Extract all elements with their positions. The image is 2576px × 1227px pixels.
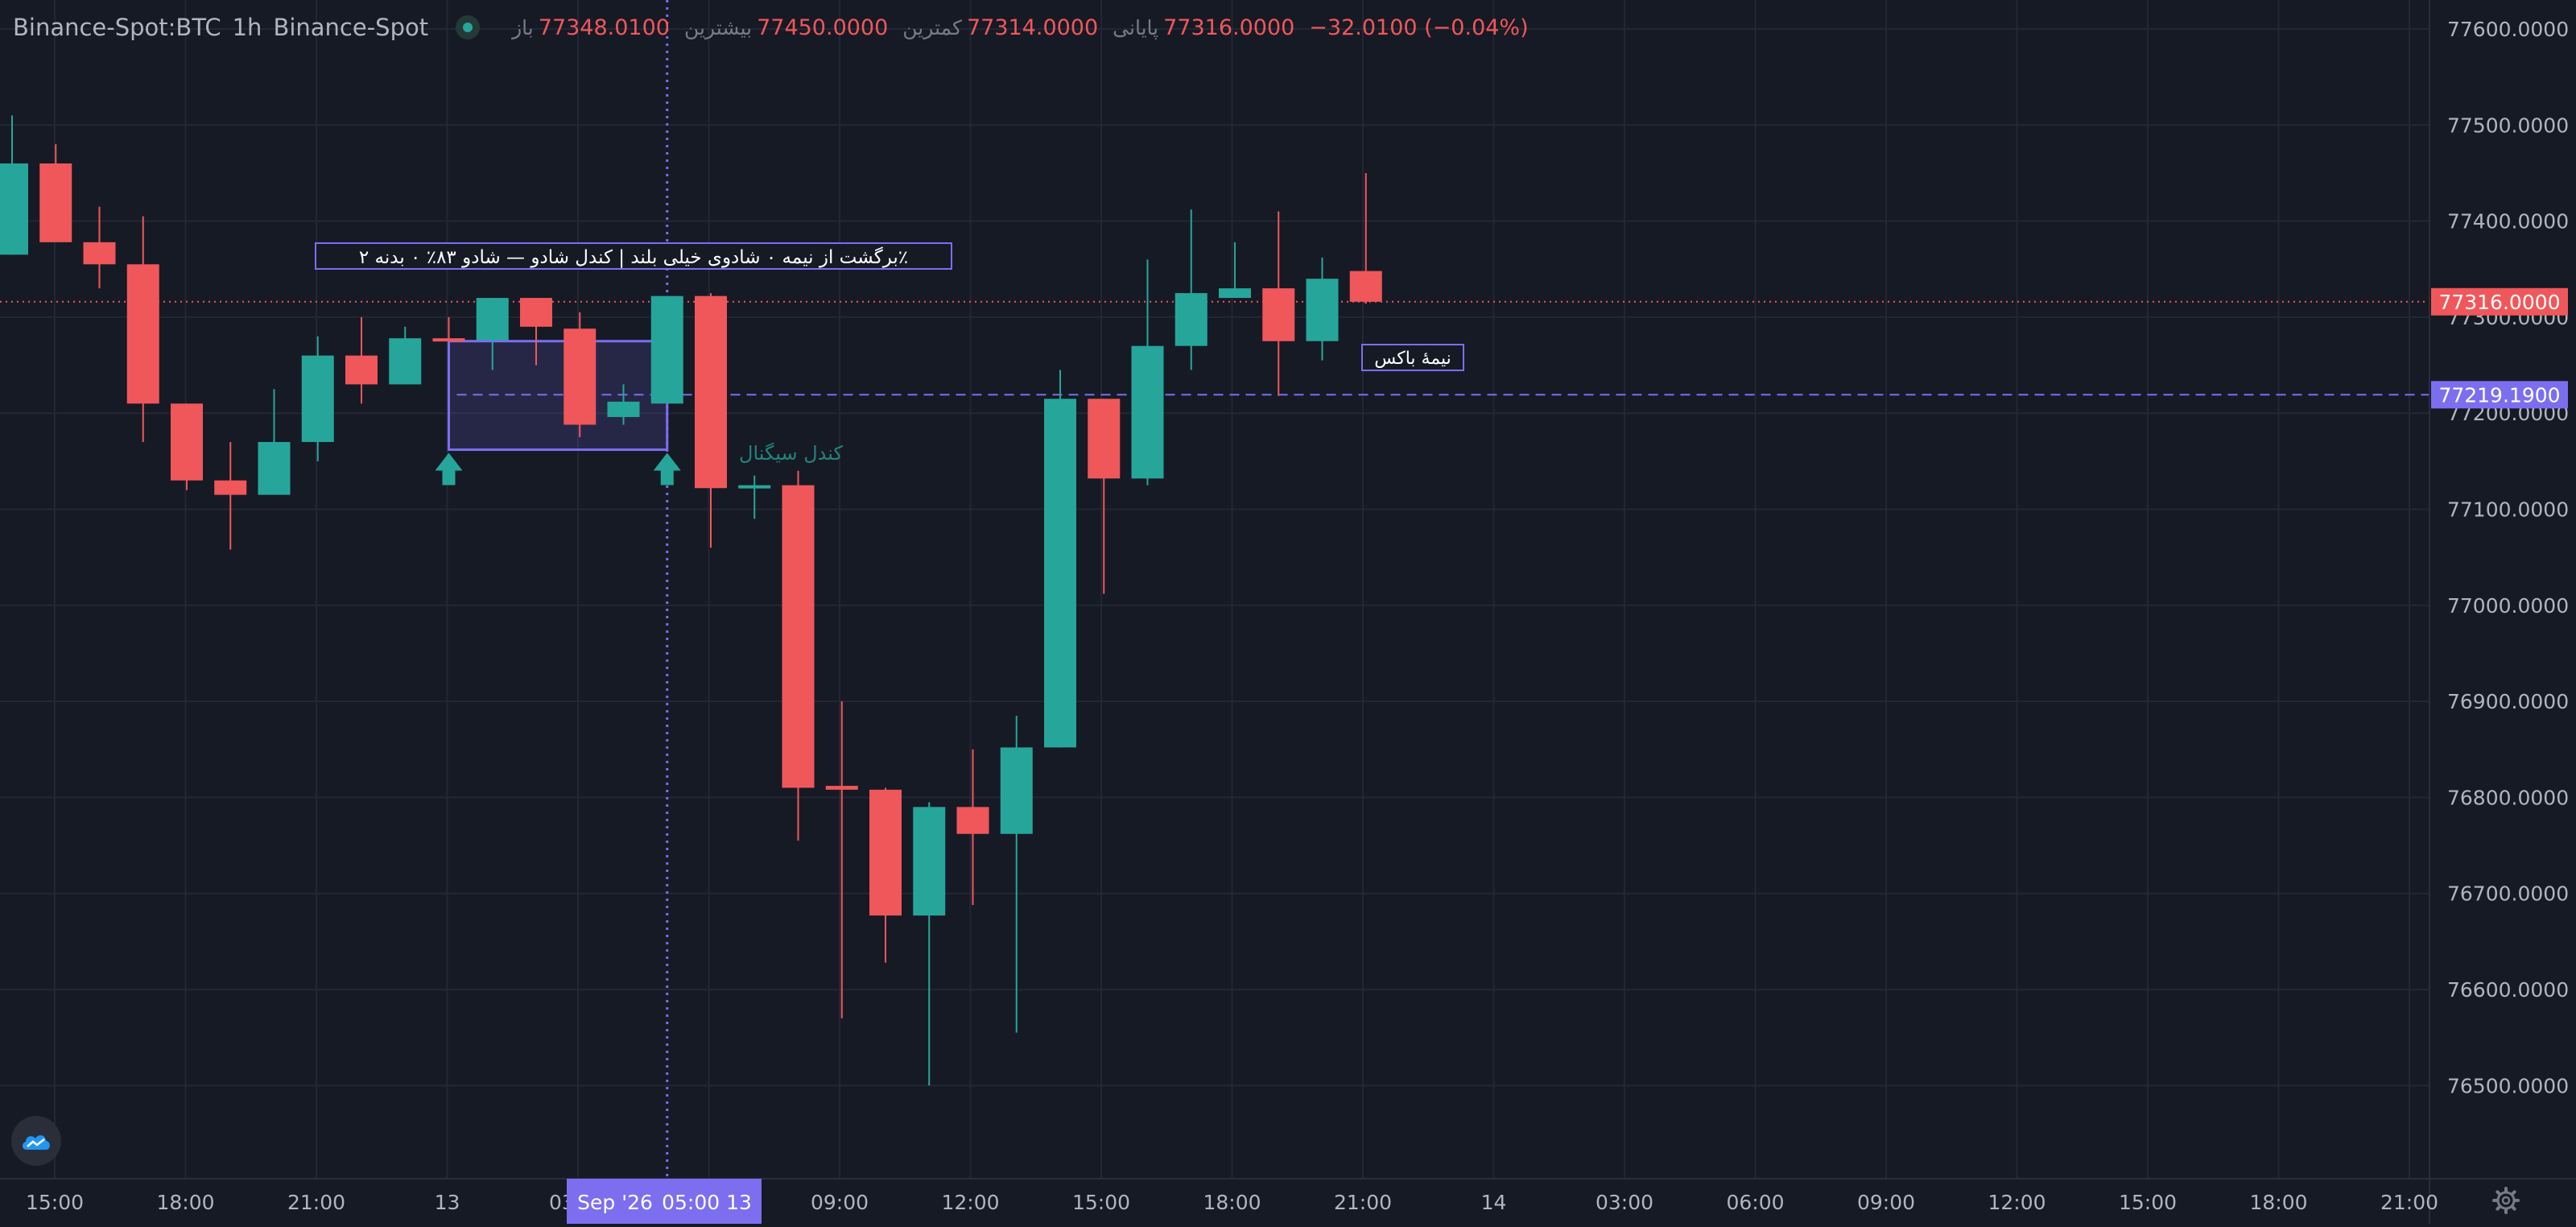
candle-body[interactable] [1349, 271, 1382, 302]
candle-body[interactable] [1219, 288, 1251, 299]
candle-body[interactable] [520, 298, 552, 327]
x-tick-label: 18:00 [1203, 1191, 1261, 1214]
half-box-annotation-text: نیمهٔ باکس [1374, 349, 1451, 369]
gear-icon[interactable] [2492, 1187, 2520, 1214]
x-tick-label: 21:00 [287, 1191, 345, 1214]
candle-body[interactable] [476, 298, 509, 341]
half-box-annotation[interactable]: نیمهٔ باکس [1361, 344, 1464, 371]
y-tick-label: 77100.0000 [2447, 498, 2569, 522]
x-tick-label: 09:00 [811, 1191, 869, 1214]
candle-body[interactable] [869, 789, 902, 916]
x-tick-label: 12:00 [941, 1191, 999, 1214]
x-tick-label: 13 [435, 1191, 460, 1214]
x-tick-label: 15:00 [2119, 1191, 2177, 1214]
candle-body[interactable] [1044, 399, 1076, 748]
signal-box[interactable] [448, 340, 669, 452]
signal-candle-label: کندل سیگنال [739, 442, 844, 465]
x-tick-label: 15:00 [1072, 1191, 1130, 1214]
exchange-name: Binance-Spot [273, 14, 429, 41]
candle-body[interactable] [432, 338, 465, 342]
y-tick-label: 76800.0000 [2447, 786, 2569, 809]
y-tick-label: 76700.0000 [2447, 882, 2569, 906]
high-value: 77450.0000 [757, 14, 889, 40]
high-label: بیشترین [683, 15, 753, 39]
x-tick-label: 12:00 [1988, 1191, 2046, 1214]
y-tick-label: 77400.0000 [2447, 210, 2569, 233]
open-value: 77348.0100 [538, 14, 670, 40]
y-tick-label: 76900.0000 [2447, 690, 2569, 713]
candle-body[interactable] [389, 338, 422, 385]
main-annotation[interactable]: ٪برگشت از نیمه ۰ شادوی خیلی بلند | کندل … [315, 242, 952, 270]
signal-arrow-up-icon [653, 452, 681, 485]
interval-label[interactable]: 1h [232, 14, 262, 41]
crosshair-time-label: 05:00 13 [662, 1191, 752, 1214]
crosshair-time-badge [567, 1179, 762, 1224]
candle-body[interactable] [1174, 293, 1208, 346]
candle-body[interactable] [956, 807, 989, 834]
candle-body[interactable] [301, 355, 334, 442]
x-tick-label: 15:00 [26, 1191, 84, 1214]
candle-body[interactable] [564, 328, 597, 425]
x-tick-label: 14 [1481, 1191, 1507, 1214]
candle-body[interactable] [650, 295, 683, 404]
candle-body[interactable] [782, 485, 815, 788]
candle-body[interactable] [695, 295, 727, 489]
x-tick-label: 18:00 [2249, 1191, 2307, 1214]
candle-body[interactable] [1000, 747, 1033, 834]
candle-body[interactable] [39, 163, 72, 242]
x-tick-label: 09:00 [1857, 1191, 1915, 1214]
candle-body[interactable] [738, 485, 771, 489]
half-level-badge-text: 77219.1900 [2438, 383, 2560, 407]
half-box-annotation-box [1361, 344, 1464, 371]
y-tick-label: 77500.0000 [2447, 114, 2569, 137]
y-tick-label: 76500.0000 [2447, 1074, 2569, 1097]
y-tick-label: 76600.0000 [2447, 978, 2569, 1002]
y-tick-label: 77000.0000 [2447, 594, 2569, 618]
last-price-badge-text: 77316.0000 [2438, 291, 2560, 314]
x-tick-label: 06:00 [1726, 1191, 1784, 1214]
x-tick-label: 21:00 [2380, 1191, 2438, 1214]
candle-body[interactable] [258, 441, 291, 495]
low-label: کمترین [902, 15, 962, 39]
last-price-badge [2431, 287, 2568, 316]
main-annotation-text: ٪برگشت از نیمه ۰ شادوی خیلی بلند | کندل … [359, 246, 908, 268]
close-value: 77316.0000 [1163, 14, 1295, 40]
x-tick-label: 18:00 [156, 1191, 214, 1214]
market-status-icon[interactable] [456, 15, 481, 39]
crosshair-date-label: Sep '26 [577, 1191, 653, 1214]
x-tick-label: 21:00 [1334, 1191, 1392, 1214]
candle-body[interactable] [607, 401, 640, 417]
low-value: 77314.0000 [966, 14, 1099, 40]
candle-body[interactable] [1262, 288, 1295, 341]
y-tick-label: 77600.0000 [2447, 18, 2569, 41]
half-level-badge [2431, 381, 2568, 409]
candle-body[interactable] [126, 264, 159, 404]
candle-body[interactable] [825, 786, 858, 790]
candle-body[interactable] [171, 403, 203, 481]
candle-body[interactable] [345, 355, 378, 385]
close-label: پایانی [1113, 15, 1159, 39]
candle-body[interactable] [214, 480, 247, 495]
symbol-toolbar: Binance-Spot:BTC 1h Binance-Spot باز 773… [13, 13, 1543, 42]
x-tick-label: 03:00 [1596, 1191, 1653, 1214]
candle-body[interactable] [913, 807, 946, 916]
candle-body[interactable] [1088, 399, 1121, 479]
tradingview-cloud-icon[interactable] [11, 1116, 61, 1166]
open-label: باز [512, 15, 534, 39]
candle-body[interactable] [83, 242, 116, 265]
candle-body[interactable] [1131, 345, 1164, 479]
signal-arrow-up-icon [435, 452, 463, 485]
candle-body[interactable] [1306, 279, 1339, 341]
symbol-name[interactable]: Binance-Spot:BTC [13, 14, 221, 41]
candle-body[interactable] [0, 163, 28, 255]
main-annotation-box [315, 242, 952, 270]
change-value: −32.0100 (−0.04%) [1309, 14, 1529, 40]
